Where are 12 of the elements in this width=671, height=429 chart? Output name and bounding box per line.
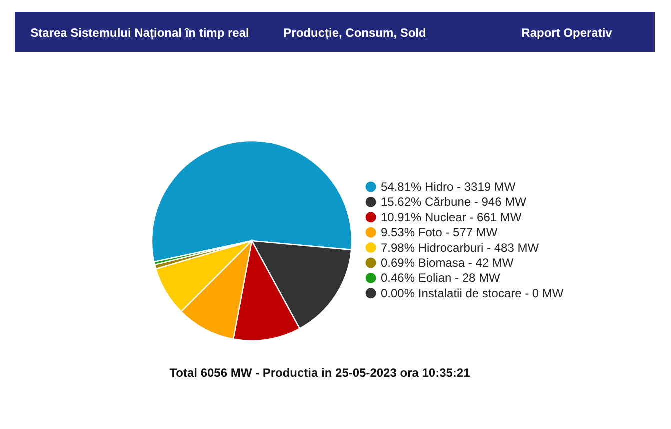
legend-label: 10.91% Nuclear - 661 MW	[381, 210, 522, 224]
legend-label: 15.62% Cărbune - 946 MW	[381, 195, 528, 210]
text: Producție, Consum, Sold	[284, 26, 426, 40]
legend-label: 0.00% Instalatii de stocare - 0 MW	[381, 286, 564, 300]
legend-label: 0.69% Biomasa - 42 MW	[381, 256, 514, 270]
legend-label: 9.53% Foto - 577 MW	[381, 226, 498, 240]
legend-label: 7.98% Hidrocarburi - 483 MW	[381, 240, 540, 255]
text: Starea Sistemului Național în timp real	[30, 26, 250, 40]
legend-label: 0.46% Eolian - 28 MW	[381, 271, 502, 286]
legend-label: 54.81% Hidro - 3319 MW	[381, 180, 516, 194]
text: Total 6056 MW - Productia in 25-05-2023 ora 10:35:21	[170, 366, 471, 380]
text: Raport Operativ	[522, 26, 613, 40]
